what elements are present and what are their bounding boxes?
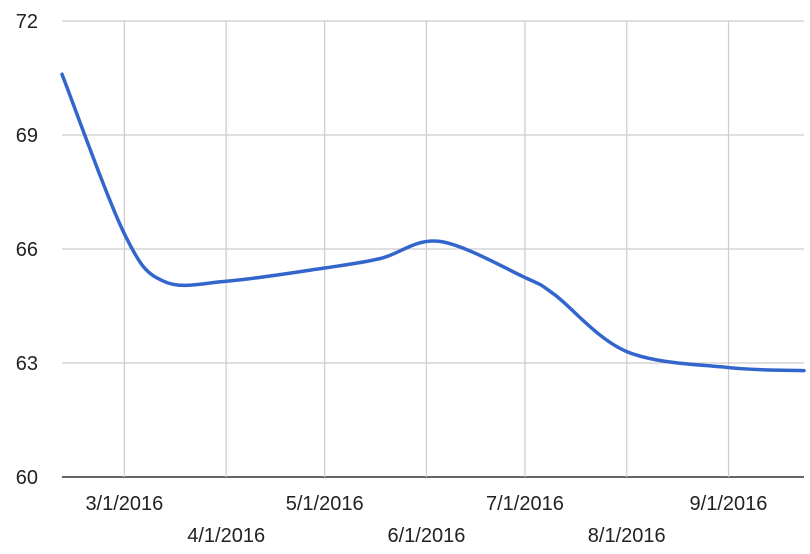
y-gridlines [62,20,804,478]
x-tick-label: 7/1/2016 [486,493,564,515]
y-tick-label: 69 [16,125,38,147]
series-line [60,72,806,373]
y-tick-label: 66 [16,239,38,261]
y-tick-labels: 60 63 66 69 72 [16,11,38,489]
x-tick-label: 5/1/2016 [286,493,364,515]
x-gridlines [123,21,730,477]
x-tick-label: 3/1/2016 [85,493,163,515]
x-tick-label: 4/1/2016 [187,525,265,547]
x-tick-label: 9/1/2016 [690,493,768,515]
y-tick-label: 60 [16,467,38,489]
x-tick-label: 6/1/2016 [388,525,466,547]
y-tick-label: 72 [16,11,38,33]
y-tick-label: 63 [16,353,38,375]
x-tick-labels: 3/1/2016 4/1/2016 5/1/2016 6/1/2016 7/1/2016… [85,493,767,547]
series-group [60,72,806,373]
x-tick-label: 8/1/2016 [588,525,666,547]
